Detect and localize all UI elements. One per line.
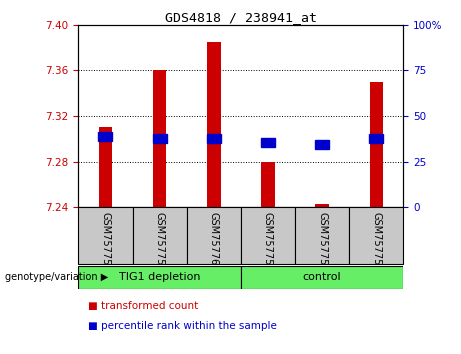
Bar — [261, 161, 275, 207]
Bar — [315, 140, 329, 149]
Title: GDS4818 / 238941_at: GDS4818 / 238941_at — [165, 11, 317, 24]
Bar — [349, 207, 403, 264]
Text: TIG1 depletion: TIG1 depletion — [119, 272, 201, 282]
Bar — [99, 127, 112, 207]
Text: ■ percentile rank within the sample: ■ percentile rank within the sample — [88, 321, 277, 331]
Text: GSM757755: GSM757755 — [263, 212, 273, 271]
Text: GSM757758: GSM757758 — [100, 212, 111, 271]
Text: GSM757759: GSM757759 — [154, 212, 165, 271]
Text: ■ transformed count: ■ transformed count — [88, 301, 198, 311]
Text: GSM757757: GSM757757 — [371, 212, 381, 271]
Bar — [241, 207, 295, 264]
Bar — [261, 138, 275, 147]
Bar — [153, 70, 166, 207]
Text: GSM757756: GSM757756 — [317, 212, 327, 271]
Bar — [369, 134, 384, 143]
Bar — [295, 207, 349, 264]
Bar — [315, 204, 329, 207]
Bar — [133, 207, 187, 264]
Bar — [370, 82, 383, 207]
Text: genotype/variation ▶: genotype/variation ▶ — [5, 272, 108, 282]
Text: control: control — [303, 272, 342, 282]
Bar — [207, 42, 220, 207]
Bar — [241, 266, 403, 289]
Bar — [78, 207, 133, 264]
Text: GSM757760: GSM757760 — [209, 212, 219, 271]
Bar — [187, 207, 241, 264]
Bar — [207, 134, 221, 143]
Bar — [98, 132, 112, 141]
Bar — [78, 266, 241, 289]
Bar — [153, 134, 167, 143]
